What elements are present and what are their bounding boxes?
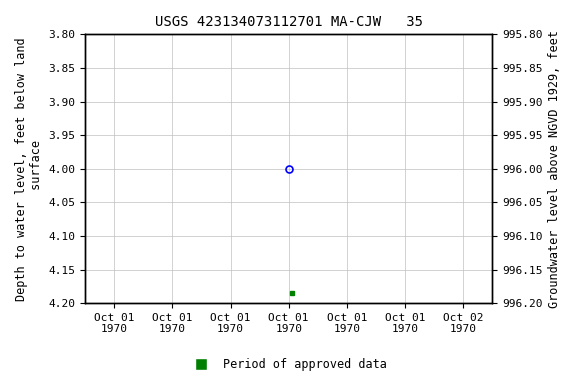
Legend: Period of approved data: Period of approved data [185,354,391,376]
Title: USGS 423134073112701 MA-CJW   35: USGS 423134073112701 MA-CJW 35 [155,15,423,29]
Y-axis label: Depth to water level, feet below land
 surface: Depth to water level, feet below land su… [15,37,43,301]
Y-axis label: Groundwater level above NGVD 1929, feet: Groundwater level above NGVD 1929, feet [548,30,561,308]
